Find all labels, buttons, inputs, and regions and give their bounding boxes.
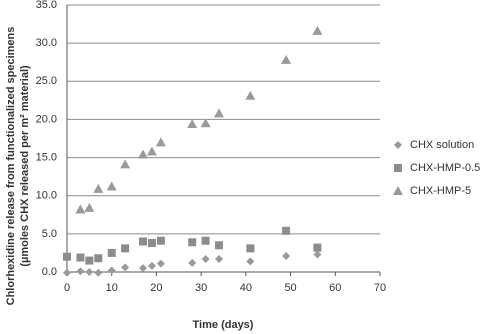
y-tick-label: 5.0: [42, 228, 57, 240]
x-axis-title: Time (days): [193, 319, 254, 331]
marker: [94, 268, 103, 277]
x-tick-label: 50: [284, 282, 296, 294]
y-tick-label: 20.0: [36, 113, 57, 125]
marker: [75, 204, 86, 214]
marker: [313, 243, 322, 252]
marker: [245, 90, 256, 100]
marker: [281, 54, 292, 64]
marker: [156, 236, 165, 245]
marker: [200, 118, 211, 128]
y-axis-title: (µmoles CHX released per m² material): [19, 65, 31, 267]
y-axis-title: Chlorhexidine release from functionalize…: [5, 27, 17, 306]
marker: [147, 239, 156, 248]
marker: [282, 251, 291, 260]
y-tick-label: 10.0: [36, 190, 57, 202]
marker: [94, 254, 103, 263]
y-tick-label: 0.0: [42, 266, 57, 278]
marker: [313, 250, 322, 259]
marker: [106, 181, 117, 191]
marker: [394, 164, 402, 172]
marker: [93, 183, 104, 193]
x-tick-label: 10: [106, 282, 118, 294]
y-tick-label: 35.0: [36, 0, 57, 11]
marker: [138, 149, 149, 159]
marker: [120, 159, 131, 169]
marker: [63, 252, 71, 261]
y-tick-label: 30.0: [36, 37, 57, 49]
marker: [84, 202, 95, 212]
x-tick-label: 0: [64, 282, 70, 294]
marker: [121, 244, 130, 253]
x-tick-label: 30: [195, 282, 207, 294]
x-tick-label: 70: [374, 282, 386, 294]
marker: [121, 263, 130, 272]
marker: [394, 141, 402, 149]
marker: [146, 146, 157, 156]
legend-label: CHX-HMP-5: [410, 185, 471, 197]
marker: [215, 241, 224, 250]
legend-label: CHX solution: [410, 139, 474, 151]
marker: [76, 267, 85, 276]
x-tick-label: 60: [329, 282, 341, 294]
marker: [85, 268, 94, 276]
marker: [107, 248, 116, 257]
y-tick-label: 15.0: [36, 151, 57, 163]
marker: [63, 268, 71, 277]
marker: [139, 237, 148, 246]
marker: [188, 238, 197, 247]
marker: [107, 266, 116, 275]
marker: [139, 264, 148, 273]
marker: [156, 259, 165, 268]
marker: [147, 261, 156, 270]
legend-label: CHX-HMP-0.5: [410, 162, 480, 174]
marker: [85, 256, 94, 265]
marker: [201, 236, 210, 245]
y-tick-label: 25.0: [36, 75, 57, 87]
x-tick-label: 40: [240, 282, 252, 294]
marker: [214, 108, 225, 118]
marker: [246, 244, 255, 253]
x-tick-label: 20: [150, 282, 162, 294]
marker: [155, 137, 166, 147]
marker: [187, 119, 198, 129]
marker: [76, 253, 85, 262]
marker: [282, 226, 291, 235]
marker: [188, 258, 197, 267]
marker: [246, 257, 255, 266]
marker: [312, 25, 323, 35]
marker: [215, 255, 224, 264]
marker: [393, 186, 403, 195]
marker: [201, 255, 210, 264]
